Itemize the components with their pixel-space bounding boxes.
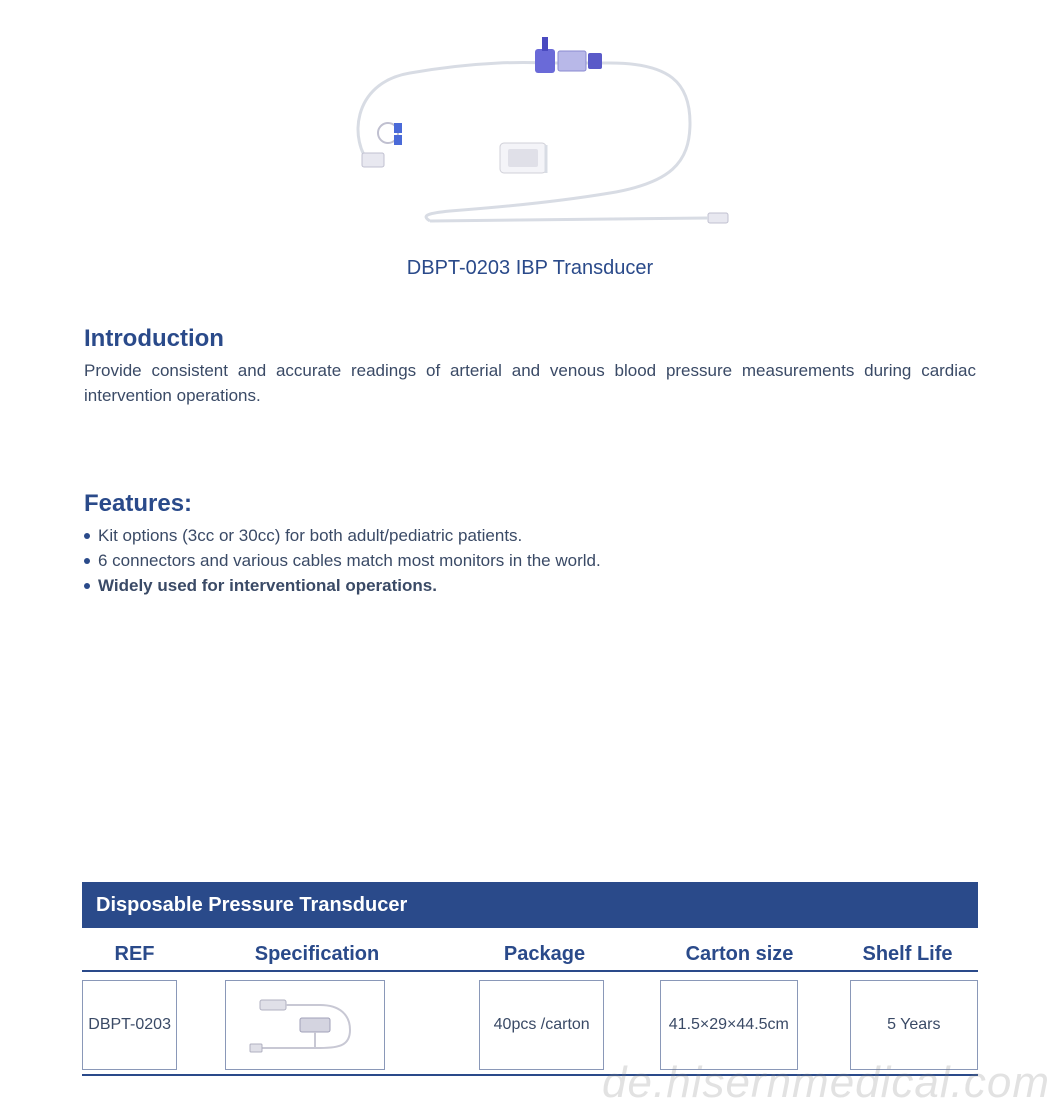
feature-item: 6 connectors and various cables match mo… bbox=[84, 549, 976, 574]
product-title: DBPT-0203 IBP Transducer bbox=[0, 257, 1060, 280]
table-divider bbox=[82, 970, 978, 972]
watermark: de.hisernmedical.com bbox=[602, 1058, 1050, 1108]
table-column-headers: REF Specification Package Carton size Sh… bbox=[82, 930, 978, 968]
cell-shelf-life: 5 Years bbox=[850, 980, 978, 1070]
features-list: Kit options (3cc or 30cc) for both adult… bbox=[84, 524, 976, 598]
spec-table: Disposable Pressure Transducer REF Speci… bbox=[82, 882, 978, 1076]
introduction-text: Provide consistent and accurate readings… bbox=[84, 359, 976, 408]
transducer-illustration bbox=[310, 23, 750, 233]
col-header-ref: REF bbox=[82, 943, 187, 966]
col-header-carton: Carton size bbox=[642, 943, 837, 966]
cell-ref: DBPT-0203 bbox=[82, 980, 177, 1070]
feature-item: Kit options (3cc or 30cc) for both adult… bbox=[84, 524, 976, 549]
introduction-heading: Introduction bbox=[84, 325, 976, 353]
features-heading: Features: bbox=[84, 490, 976, 518]
introduction-section: Introduction Provide consistent and accu… bbox=[84, 325, 976, 408]
col-header-shelf: Shelf Life bbox=[837, 943, 978, 966]
feature-item: Widely used for interventional operation… bbox=[84, 574, 976, 599]
cell-carton-size: 41.5×29×44.5cm bbox=[660, 980, 797, 1070]
table-row: DBPT-0203 40pcs /carton 41.5×29×44.5cm 5… bbox=[82, 980, 978, 1070]
col-header-spec: Specification bbox=[187, 943, 447, 966]
cell-package: 40pcs /carton bbox=[479, 980, 604, 1070]
cell-spec bbox=[225, 980, 385, 1070]
table-title-bar: Disposable Pressure Transducer bbox=[82, 882, 978, 928]
col-header-pkg: Package bbox=[447, 943, 642, 966]
features-section: Features: Kit options (3cc or 30cc) for … bbox=[84, 490, 976, 598]
product-image bbox=[0, 0, 1060, 245]
spec-thumbnail bbox=[230, 990, 380, 1060]
